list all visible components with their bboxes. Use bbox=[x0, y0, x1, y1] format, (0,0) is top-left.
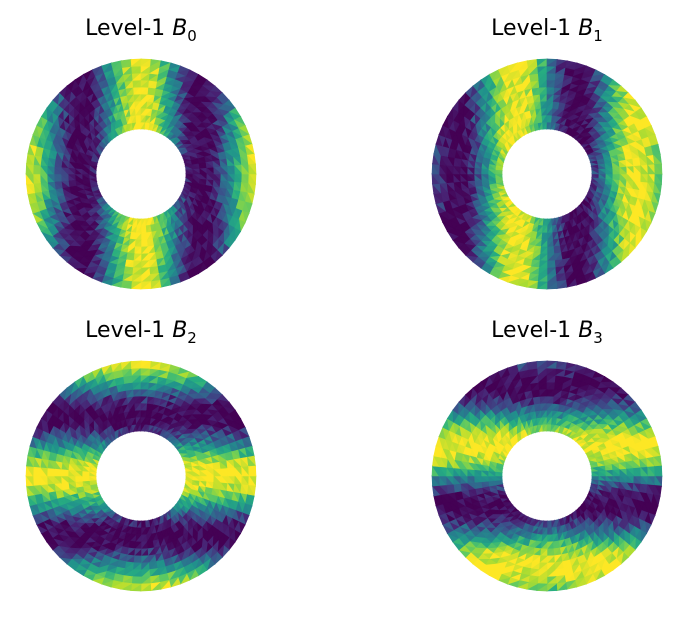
panel-title-b3: Level-1 B3 bbox=[491, 318, 603, 347]
mesh-cell bbox=[220, 166, 229, 175]
panel-title-symbol: B bbox=[578, 16, 593, 41]
panel-b1: Level-1 B1 bbox=[431, 16, 663, 290]
mesh-cell bbox=[185, 169, 194, 175]
mesh-cell bbox=[227, 165, 236, 175]
annulus-heatmap-b0 bbox=[25, 58, 257, 290]
mesh-cell bbox=[605, 168, 614, 175]
mesh-cell bbox=[213, 166, 222, 175]
panel-title-symbol: B bbox=[578, 318, 593, 343]
mesh-cell bbox=[206, 167, 215, 175]
panel-title-subscript: 1 bbox=[593, 27, 603, 45]
mesh-cell bbox=[248, 163, 257, 175]
mesh-cell bbox=[241, 164, 250, 175]
panel-title-symbol: B bbox=[172, 318, 187, 343]
mesh-cell bbox=[234, 164, 243, 175]
mesh-cell bbox=[612, 167, 621, 175]
panel-title-prefix: Level-1 bbox=[491, 16, 571, 41]
annulus-heatmap-b1 bbox=[431, 58, 663, 290]
panel-title-b2: Level-1 B2 bbox=[85, 318, 197, 347]
mesh-cell bbox=[192, 168, 202, 175]
panel-title-b0: Level-1 B0 bbox=[85, 16, 197, 45]
panel-b0: Level-1 B0 bbox=[25, 16, 257, 290]
panel-title-subscript: 2 bbox=[187, 329, 197, 347]
mesh-cell bbox=[598, 168, 608, 175]
panel-title-prefix: Level-1 bbox=[85, 16, 165, 41]
mesh-cell bbox=[199, 168, 208, 175]
panel-title-subscript: 0 bbox=[187, 27, 197, 45]
panel-title-prefix: Level-1 bbox=[491, 318, 571, 343]
mesh-cell bbox=[591, 169, 600, 175]
panel-title-subscript: 3 bbox=[593, 329, 603, 347]
panel-title-symbol: B bbox=[172, 16, 187, 41]
panel-title-b1: Level-1 B1 bbox=[491, 16, 603, 45]
panel-title-prefix: Level-1 bbox=[85, 318, 165, 343]
